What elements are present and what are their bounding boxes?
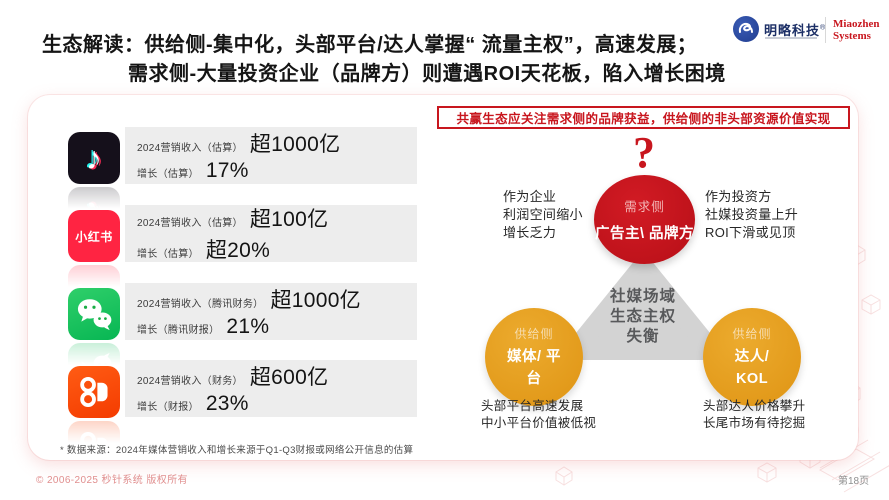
- revenue-label: 2024营销收入（财务）: [137, 376, 243, 387]
- xiaohongshu-icon: 小红书: [68, 210, 120, 262]
- video-camera-icon: [80, 376, 108, 408]
- minglue-tagline-rule: [765, 37, 817, 39]
- brand-logos: 明略科技® Miaozhen Systems: [733, 14, 879, 48]
- miaozhen-logo-text: Miaozhen Systems: [833, 18, 880, 42]
- growth-value: 超20%: [205, 239, 271, 262]
- wechat-icon: [68, 288, 120, 340]
- page-title-line1: 生态解读：供给侧-集中化，头部平台/达人掌握“ 流量主权”，高速发展；: [42, 34, 698, 56]
- enterprise-note: 作为企业 利润空间缩小 增长乏力: [503, 189, 583, 240]
- key-message-banner: 共赢生态应关注需求侧的品牌获益，供给侧的非头部资源价值实现: [437, 106, 850, 129]
- revenue-value: 超1000亿: [270, 289, 361, 312]
- minglue-logo-text: 明略科技®: [764, 20, 826, 39]
- supply-media-circle: 供给侧 媒体/ 平 台: [485, 308, 583, 406]
- xiaohongshu-stat-row: 2024营销收入（估算） 超100亿 增长（估算） 超20%: [125, 205, 417, 262]
- page-number: 第18页: [838, 476, 870, 487]
- registered-mark: ®: [820, 24, 827, 32]
- revenue-value: 超1000亿: [249, 133, 341, 156]
- page-title-line2: 需求侧-大量投资企业（品牌方）则遭遇ROI天花板，陷入增长困境: [128, 63, 726, 85]
- supply-kol-label: 达人/ KOL: [734, 348, 770, 387]
- copyright-text: © 2006-2025 秒针系统 版权所有: [36, 475, 188, 486]
- growth-label: 增长（估算）: [137, 249, 199, 260]
- demand-side-tag: 需求侧: [624, 200, 665, 214]
- investor-note: 作为投资方 社媒投资量上升 ROI下滑或见顶: [705, 189, 799, 240]
- growth-value: 23%: [205, 392, 249, 415]
- douyin-icon: ♪: [68, 132, 120, 184]
- demand-side-circle: 需求侧 广告主\ 品牌方: [594, 175, 695, 264]
- kol-caption: 头部达人价格攀升 长尾市场有待挖掘: [703, 399, 806, 430]
- revenue-value: 超600亿: [249, 366, 329, 389]
- supply-kol-circle: 供给侧 达人/ KOL: [703, 308, 801, 406]
- kuaishou-stat-row: 2024营销收入（财务） 超600亿 增长（财报） 23%: [125, 360, 417, 417]
- question-mark: ?: [633, 128, 655, 177]
- growth-value: 21%: [226, 315, 270, 338]
- supply-media-label: 媒体/ 平 台: [506, 348, 562, 387]
- xiaohongshu-icon-text: 小红书: [75, 229, 113, 244]
- chat-bubbles-icon: [77, 299, 112, 331]
- minglue-logo-icon: [733, 16, 759, 42]
- music-note-icon: ♪: [86, 140, 102, 176]
- growth-value: 17%: [205, 159, 249, 182]
- minglue-name: 明略科技: [764, 23, 821, 38]
- revenue-label: 2024营销收入（估算）: [137, 218, 243, 229]
- wechat-stat-row: 2024营销收入（腾讯财务） 超1000亿 增长（腾讯财报） 21%: [125, 283, 417, 340]
- revenue-value: 超100亿: [249, 208, 329, 231]
- douyin-stat-row: 2024营销收入（估算） 超1000亿 增长（估算） 17%: [125, 127, 417, 184]
- revenue-label: 2024营销收入（估算）: [137, 143, 243, 154]
- triangle-label: 社媒场域 生态主权 失衡: [609, 288, 676, 345]
- platform-caption: 头部平台高速发展 中小平台价值被低视: [481, 399, 597, 430]
- growth-label: 增长（腾讯财报）: [137, 325, 220, 336]
- supply-side-tag: 供给侧: [732, 326, 772, 341]
- growth-label: 增长（财报）: [137, 402, 199, 413]
- data-source-footnote: * 数据来源：2024年媒体营销收入和增长来源于Q1-Q3财报或网络公开信息的估…: [60, 445, 414, 456]
- revenue-label: 2024营销收入（腾讯财务）: [137, 299, 264, 310]
- supply-side-tag: 供给侧: [514, 326, 554, 341]
- kuaishou-icon: [68, 366, 120, 418]
- growth-label: 增长（估算）: [137, 169, 199, 180]
- logo-divider: [825, 17, 826, 43]
- demand-side-label: 广告主\ 品牌方: [594, 226, 695, 242]
